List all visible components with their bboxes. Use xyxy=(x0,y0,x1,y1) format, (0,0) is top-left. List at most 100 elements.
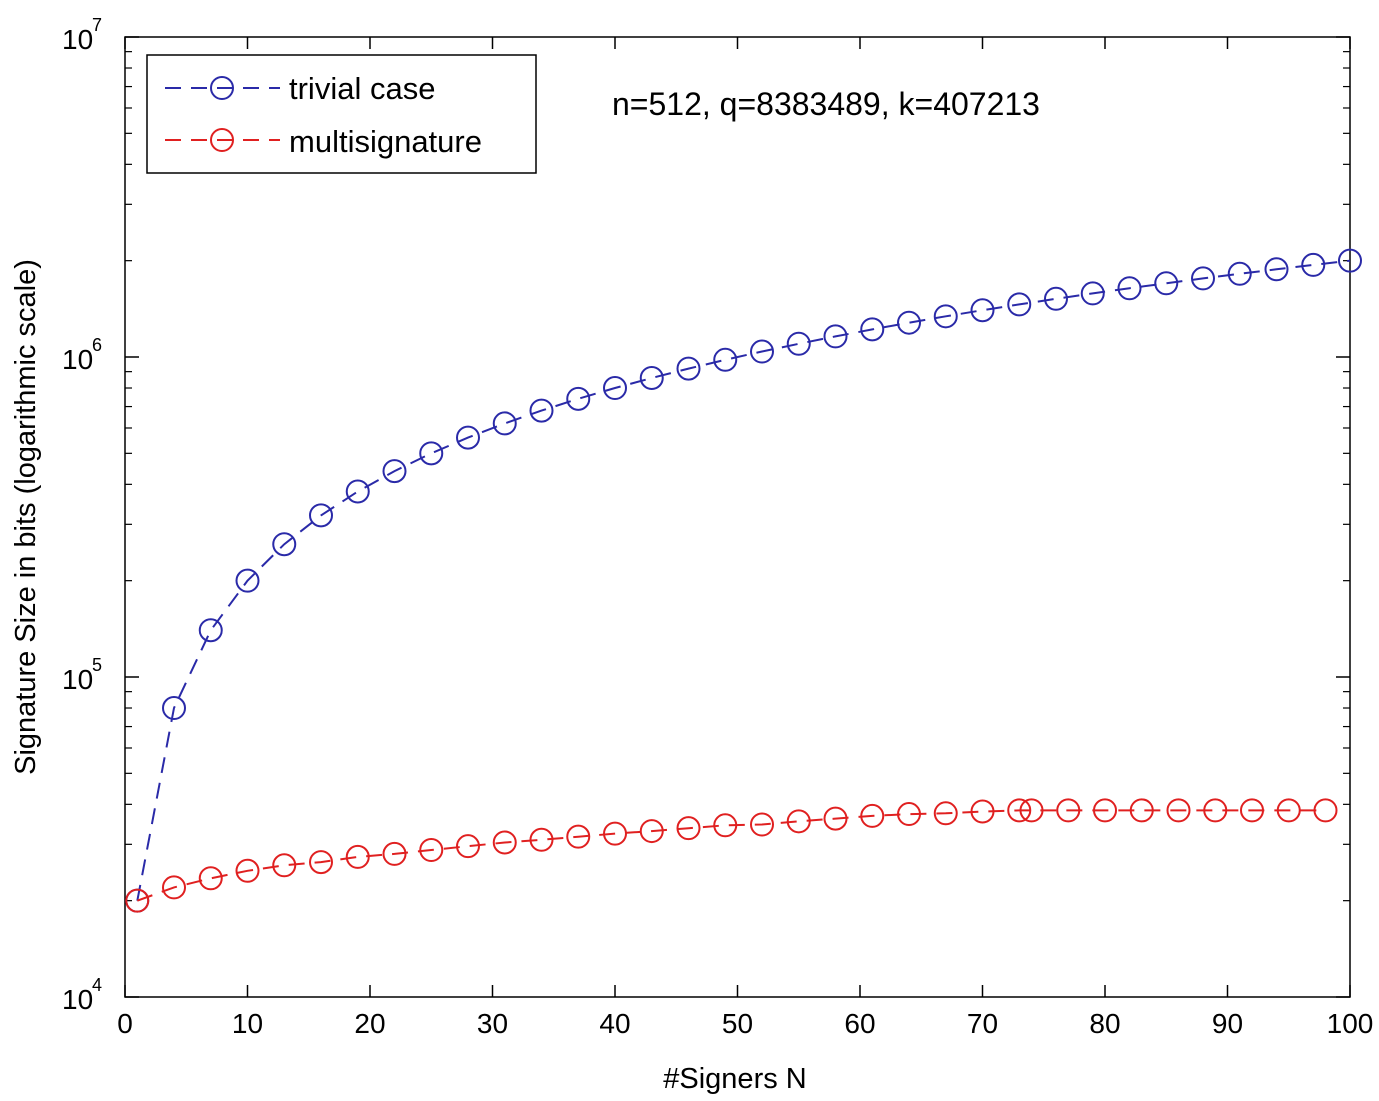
y-tick-label-base: 10 xyxy=(62,664,93,695)
data-point-trivial-case xyxy=(529,398,554,423)
data-point-trivial-case xyxy=(419,441,444,466)
data-point-multisignature xyxy=(1203,798,1228,823)
x-tick-label: 100 xyxy=(1327,1008,1374,1039)
data-point-trivial-case xyxy=(823,324,848,349)
y-tick-label-exponent: 5 xyxy=(92,655,102,675)
plot-area xyxy=(124,36,1351,998)
data-point-multisignature xyxy=(823,806,848,831)
y-tick-label-base: 10 xyxy=(62,24,93,55)
data-point-trivial-case xyxy=(566,386,591,411)
data-point-multisignature xyxy=(1007,798,1032,823)
data-point-multisignature xyxy=(1093,798,1117,823)
data-point-trivial-case xyxy=(603,376,627,401)
data-point-multisignature xyxy=(603,821,627,846)
data-point-multisignature xyxy=(1313,798,1338,823)
x-tick-label: 10 xyxy=(232,1008,263,1039)
data-point-trivial-case xyxy=(786,331,811,356)
data-point-trivial-case xyxy=(1191,266,1215,291)
data-point-trivial-case xyxy=(970,298,995,323)
x-tick-label: 20 xyxy=(354,1008,385,1039)
data-point-trivial-case xyxy=(235,568,260,593)
legend-box xyxy=(146,54,537,174)
data-point-trivial-case xyxy=(162,696,186,721)
x-tick-label: 30 xyxy=(477,1008,508,1039)
data-point-multisignature xyxy=(125,888,150,913)
data-point-multisignature xyxy=(419,837,444,862)
x-tick-label: 70 xyxy=(967,1008,998,1039)
data-point-multisignature xyxy=(235,858,260,883)
y-tick-label-exponent: 6 xyxy=(92,335,102,355)
axis-ticks xyxy=(124,36,1351,998)
data-point-trivial-case xyxy=(1264,257,1289,282)
data-point-multisignature xyxy=(860,803,885,828)
data-point-multisignature xyxy=(1240,798,1264,823)
data-point-multisignature xyxy=(345,844,370,869)
data-point-multisignature xyxy=(382,841,407,866)
x-tick-label: 50 xyxy=(722,1008,753,1039)
x-tick-label: 40 xyxy=(599,1008,630,1039)
data-point-trivial-case xyxy=(713,347,738,372)
data-point-multisignature xyxy=(750,812,774,837)
data-point-multisignature xyxy=(1019,798,1044,823)
y-tick-label-base: 10 xyxy=(62,344,93,375)
legend: trivial case multisignature xyxy=(146,54,537,174)
data-point-trivial-case xyxy=(860,317,885,342)
data-point-trivial-case xyxy=(456,425,480,450)
data-point-trivial-case xyxy=(1154,271,1179,296)
series-layer xyxy=(125,248,1362,913)
data-point-trivial-case xyxy=(1080,281,1105,306)
y-tick-label-base: 10 xyxy=(62,984,93,1015)
data-point-trivial-case xyxy=(198,618,223,643)
data-point-multisignature xyxy=(639,819,664,844)
data-point-multisignature xyxy=(456,834,480,859)
x-tick-label: 60 xyxy=(844,1008,875,1039)
legend-marker-trivial xyxy=(210,76,234,100)
data-point-multisignature xyxy=(1056,798,1081,823)
data-point-trivial-case xyxy=(1301,252,1326,277)
x-tick-labels: 0 10 20 30 40 50 60 70 80 90 100 xyxy=(117,1008,1373,1039)
data-point-multisignature xyxy=(897,802,921,827)
data-point-trivial-case xyxy=(676,356,701,381)
data-point-multisignature xyxy=(198,866,223,891)
data-point-multisignature xyxy=(713,813,738,838)
data-point-trivial-case xyxy=(1044,286,1068,311)
x-tick-label: 0 xyxy=(117,1008,133,1039)
data-point-multisignature xyxy=(162,875,186,900)
y-tick-label-exponent: 4 xyxy=(92,975,102,995)
data-point-multisignature xyxy=(492,830,517,855)
data-point-multisignature xyxy=(676,816,701,841)
data-point-multisignature xyxy=(1166,798,1191,823)
legend-marker-multisignature xyxy=(210,128,234,152)
y-axis-label: Signature Size in bits (logarithmic scal… xyxy=(10,259,42,775)
data-point-trivial-case xyxy=(492,411,517,436)
data-point-trivial-case xyxy=(272,532,297,557)
data-point-multisignature xyxy=(786,809,811,834)
series-line-multisignature xyxy=(136,809,1326,902)
data-point-trivial-case xyxy=(639,365,664,390)
data-point-trivial-case xyxy=(1227,261,1252,286)
x-tick-label: 90 xyxy=(1212,1008,1243,1039)
data-point-multisignature xyxy=(933,801,958,826)
data-point-trivial-case xyxy=(750,339,774,364)
data-point-multisignature xyxy=(566,824,591,849)
data-point-trivial-case xyxy=(382,459,407,484)
data-point-trivial-case xyxy=(1007,292,1032,317)
data-point-multisignature xyxy=(1276,798,1301,823)
data-point-trivial-case xyxy=(1117,276,1142,301)
parameters-annotation: n=512, q=8383489, k=407213 xyxy=(612,86,1040,122)
data-point-trivial-case xyxy=(309,503,333,528)
y-tick-label-exponent: 7 xyxy=(92,15,102,35)
data-point-multisignature xyxy=(1129,798,1154,823)
data-point-trivial-case xyxy=(345,479,370,504)
data-point-trivial-case xyxy=(897,310,921,335)
x-tick-label: 80 xyxy=(1089,1008,1120,1039)
data-point-trivial-case xyxy=(1338,248,1362,273)
data-point-multisignature xyxy=(272,853,297,878)
series-line-trivial-case xyxy=(136,259,1351,901)
data-point-multisignature xyxy=(970,799,995,824)
data-point-multisignature xyxy=(309,850,333,875)
x-axis-label: #Signers N xyxy=(663,1063,806,1095)
legend-label-trivial: trivial case xyxy=(289,71,435,106)
